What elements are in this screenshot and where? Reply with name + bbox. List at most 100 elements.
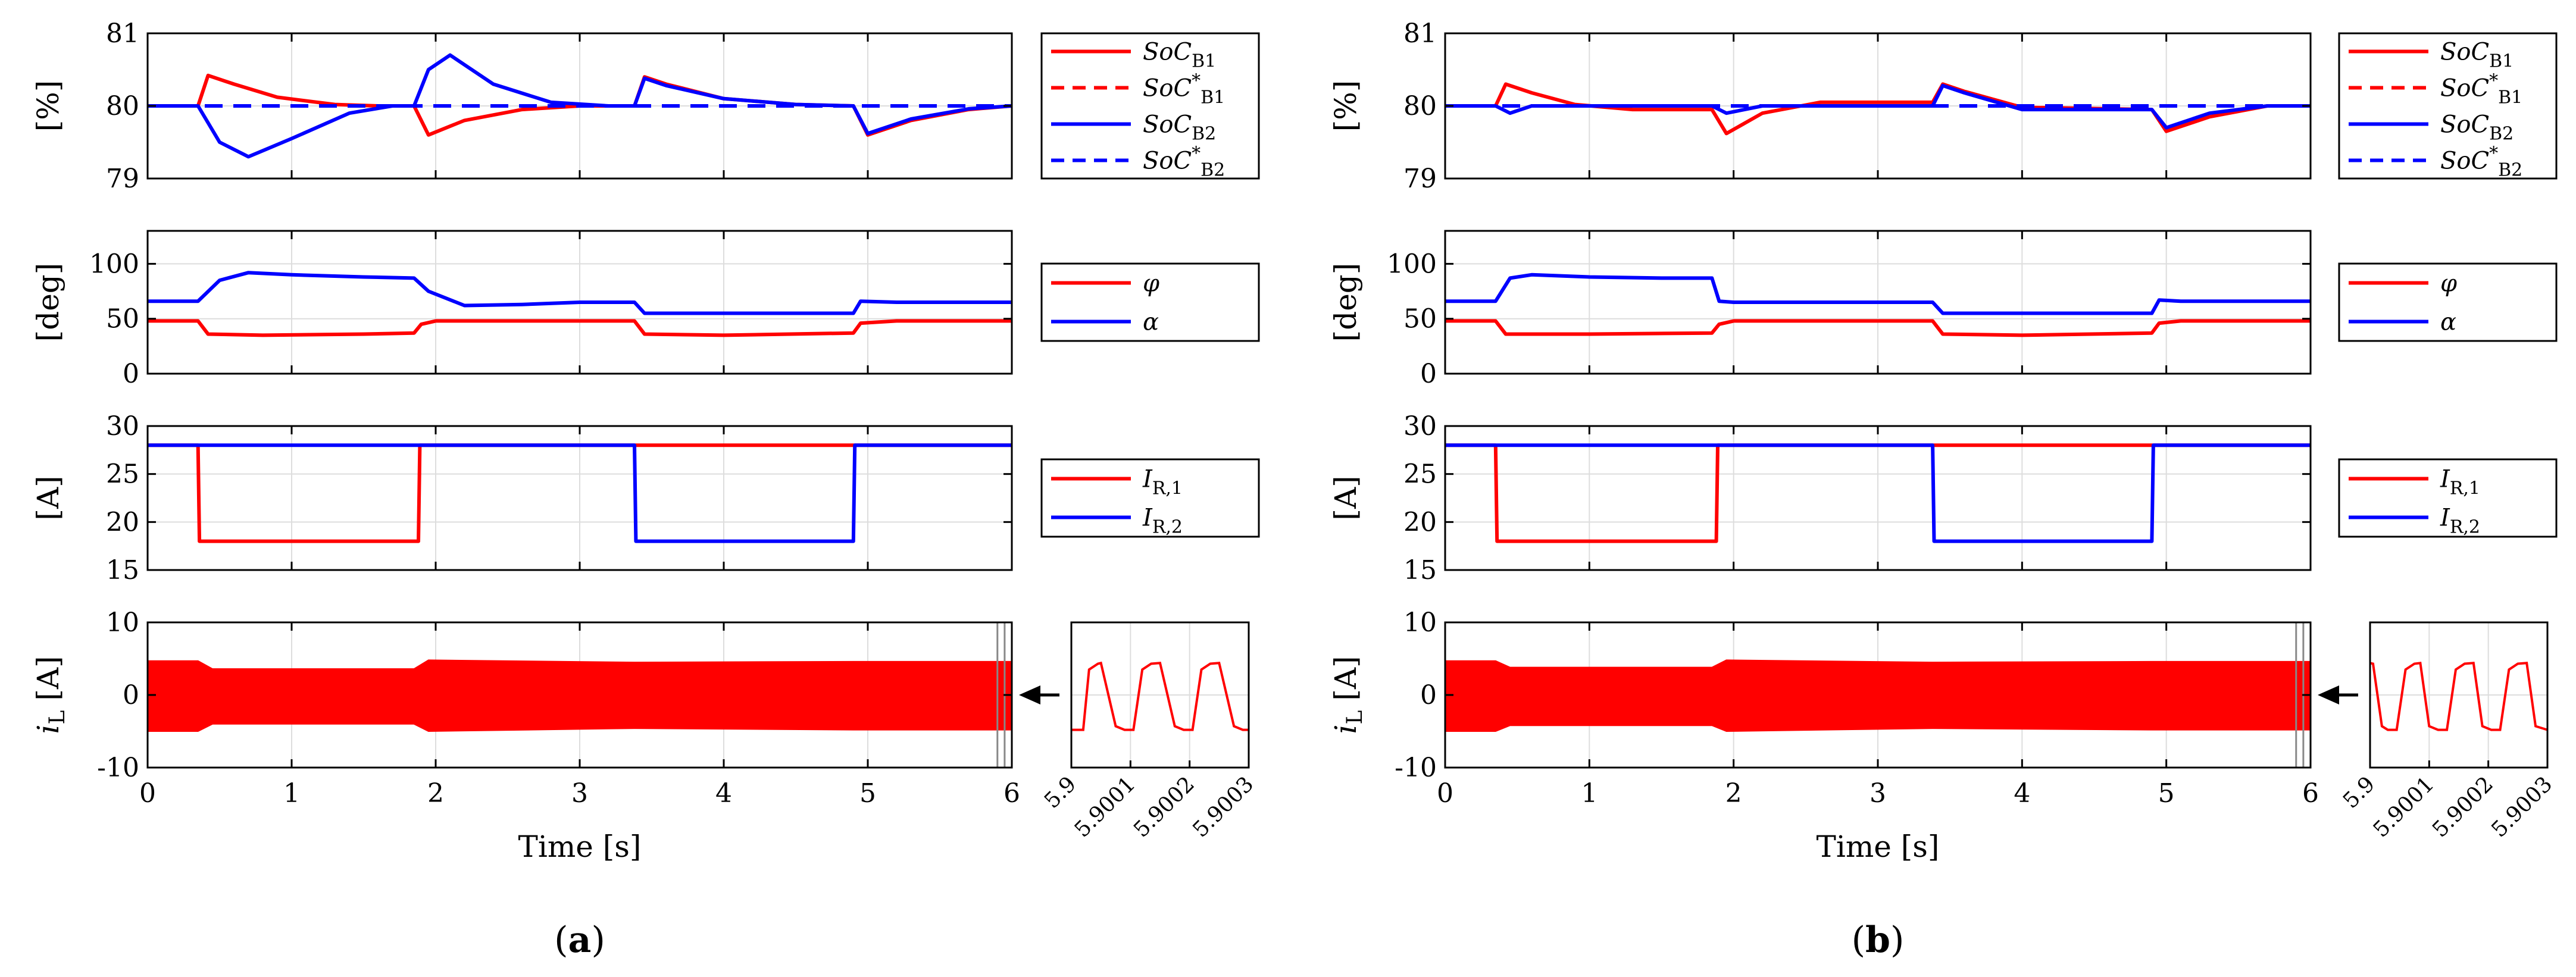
y-tick-label: 30 [106, 411, 139, 441]
y-tick-label: -10 [97, 753, 139, 783]
legend-sub: R,1 [2450, 478, 2480, 499]
panel-caption: (a) [554, 919, 605, 961]
zoom-series-i-l [2369, 662, 2548, 731]
x-axis-label: Time [s] [518, 829, 642, 864]
legend-label: SoC*B1 [2440, 71, 2522, 108]
series-alpha [148, 271, 1012, 315]
zoom-x-tick-label: 5.9 [2339, 772, 2380, 813]
legend-main: SoC [1143, 111, 1192, 139]
subplot-current_ref-b: 15 20 25 30 [A] [1328, 411, 2312, 585]
legend-main: SoC [1143, 75, 1192, 102]
series-soc-b1 [1445, 82, 2311, 136]
series-i-r2 [148, 443, 1012, 543]
y-axis-label: [A] [1328, 475, 1363, 520]
zoom-x-tick-label: 5.9002 [1129, 772, 1199, 842]
zoom-x-tick-label: 5.9002 [2428, 772, 2498, 842]
series-group [1445, 82, 2311, 136]
y-tick-label: 79 [106, 164, 139, 194]
y-tick-label: 81 [106, 18, 139, 49]
legend-angle-a: φα [1040, 262, 1260, 342]
series-phi [148, 319, 1012, 337]
legend-sub: R,2 [2450, 517, 2480, 538]
legend-main: α [1143, 309, 1159, 336]
ylabel-part: L [45, 710, 70, 724]
legend-main: SoC [1143, 148, 1192, 175]
zoom-x-tick-label: 5.9 [1040, 772, 1081, 813]
caption-paren: ) [591, 919, 605, 961]
y-axis-label: iL [A] [31, 656, 70, 734]
y-tick-label: 25 [1403, 459, 1437, 490]
y-tick-label: 50 [106, 304, 139, 334]
y-axis-label: [deg] [1328, 263, 1363, 342]
caption-paren: ) [1890, 919, 1904, 961]
y-tick-label: 100 [1387, 249, 1437, 279]
y-axis-label: [%] [31, 80, 65, 132]
x-tick-label: 3 [571, 778, 588, 809]
legend-box [1040, 32, 1260, 180]
legend-label: α [1143, 309, 1159, 336]
legend-main: φ [1143, 270, 1159, 298]
x-tick-label: 1 [283, 778, 300, 809]
legend-label: SoCB2 [2440, 111, 2514, 145]
y-tick-label: 10 [106, 608, 139, 638]
zoom-frame [2369, 621, 2549, 769]
ylabel-part: i [1328, 724, 1363, 734]
y-tick-label: 0 [123, 359, 139, 389]
legend-box [2338, 32, 2558, 180]
ylabel-part: i [31, 724, 65, 734]
series-phi [1445, 319, 2311, 337]
x-tick-label: 5 [2158, 778, 2175, 809]
legend-label: φ [2440, 270, 2457, 298]
legend-main: SoC [2440, 111, 2489, 139]
x-tick-label: 0 [139, 778, 156, 809]
x-tick-label: 2 [1725, 778, 1742, 809]
y-tick-label: 100 [89, 249, 139, 279]
series-alpha [1445, 273, 2311, 315]
x-tick-label: 6 [2302, 778, 2319, 809]
legend-sup: * [2489, 143, 2498, 164]
y-tick-label: 10 [1403, 608, 1437, 638]
legend-main: I [2440, 505, 2450, 532]
legend-label: IR,1 [1142, 466, 1183, 499]
legend-label: SoCB2 [1143, 111, 1216, 145]
legend-label: SoC*B2 [1143, 143, 1225, 181]
y-tick-label: 80 [106, 91, 139, 121]
legend-sub: R,1 [1152, 478, 1183, 499]
y-tick-label: 79 [1403, 164, 1437, 194]
ylabel-part: [A] [1328, 656, 1363, 710]
legend-main: I [1142, 466, 1153, 493]
y-tick-label: -10 [1395, 753, 1437, 783]
y-tick-label: 0 [123, 680, 139, 710]
legend-box [2338, 458, 2558, 538]
caption-paren: ( [1852, 919, 1865, 961]
y-tick-label: 80 [1403, 91, 1437, 121]
y-tick-label: 20 [106, 507, 139, 537]
legend-box [2338, 262, 2558, 342]
y-axis-label: [%] [1328, 80, 1363, 132]
legend-label: IR,1 [2440, 466, 2480, 499]
series-i-l-band [148, 659, 1012, 732]
series-group [148, 443, 1012, 543]
legend-label: φ [1143, 270, 1159, 298]
legend-sub: B1 [2489, 51, 2514, 72]
caption-letter: a [568, 919, 592, 961]
legend-sub: B2 [2498, 160, 2522, 181]
x-tick-label: 1 [1581, 778, 1598, 809]
y-tick-label: 0 [1420, 359, 1437, 389]
series-group [148, 271, 1012, 337]
x-tick-label: 5 [859, 778, 876, 809]
panel-caption: (b) [1852, 919, 1905, 961]
subplot-soc-a: 79 80 81 [%] [31, 18, 1013, 194]
legend-sub: B2 [1192, 124, 1216, 145]
legend-main: SoC [2440, 39, 2489, 66]
subplot-soc-b: 79 80 81 [%] [1328, 18, 2312, 194]
legend-sup: * [1192, 71, 1201, 92]
series-group [1445, 659, 2311, 732]
series-soc-b2 [148, 53, 1012, 159]
x-tick-label: 2 [427, 778, 444, 809]
y-tick-label: 50 [1403, 304, 1437, 334]
legend-label: SoC*B2 [2440, 143, 2522, 181]
